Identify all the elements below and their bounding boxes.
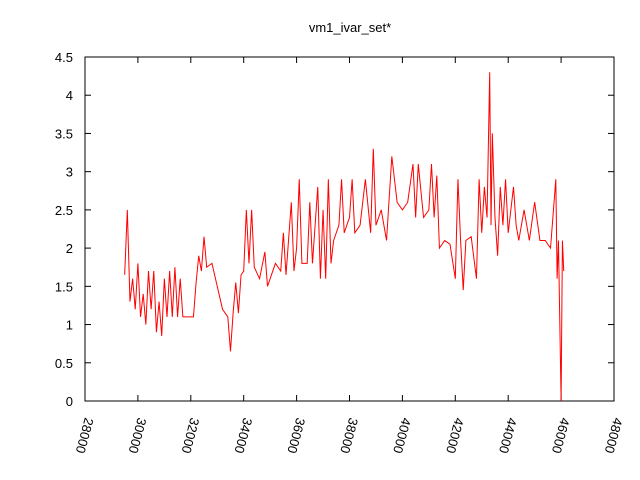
y-tick-label: 4	[66, 88, 73, 103]
x-tick-label: 32000	[179, 416, 203, 455]
x-tick-label: 34000	[231, 416, 255, 455]
x-tick-label: 30000	[126, 416, 150, 455]
x-tick-label: 38000	[337, 416, 361, 455]
y-tick-label: 3	[66, 165, 73, 180]
y-tick-label: 2	[66, 241, 73, 256]
x-tick-label: 28000	[73, 416, 97, 455]
x-tick-label: 40000	[390, 416, 414, 455]
y-tick-label: 1.5	[55, 279, 73, 294]
x-tick-label: 46000	[549, 416, 573, 455]
data-line	[124, 72, 565, 402]
x-tick-label: 36000	[284, 416, 308, 455]
x-tick-label: 42000	[443, 416, 467, 455]
x-tick-label: 48000	[602, 416, 626, 455]
y-tick-label: 0.5	[55, 356, 73, 371]
y-tick-label: 4.5	[55, 50, 73, 65]
y-tick-label: 0	[66, 394, 73, 409]
chart-title: vm1_ivar_set*	[309, 20, 391, 35]
y-tick-label: 3.5	[55, 126, 73, 141]
y-tick-label: 2.5	[55, 203, 73, 218]
y-tick-label: 1	[66, 318, 73, 333]
x-tick-label: 44000	[496, 416, 520, 455]
plot-border	[84, 56, 615, 402]
